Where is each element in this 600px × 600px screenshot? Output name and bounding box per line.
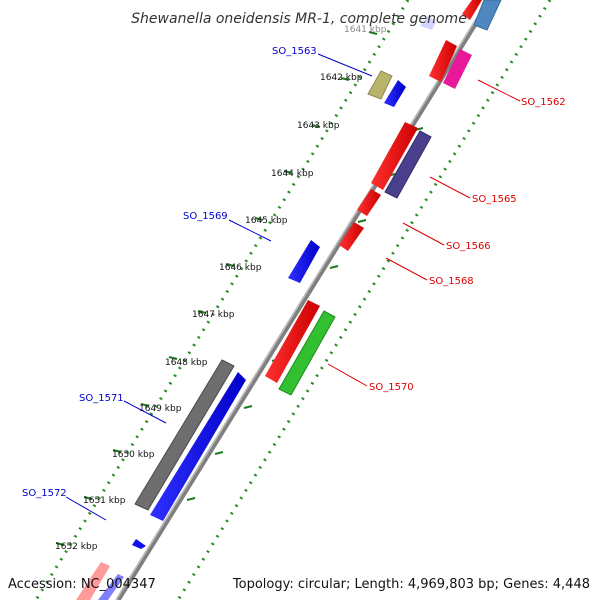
gene-feature[interactable]: [76, 562, 110, 600]
scale-label-1649: 1649 kbp: [139, 404, 182, 414]
gene-feature[interactable]: [384, 130, 432, 199]
gene-feature[interactable]: [98, 574, 124, 600]
scale-label-1644: 1644 kbp: [271, 169, 314, 179]
gene-feature[interactable]: [278, 310, 336, 396]
gene-feature[interactable]: [288, 240, 320, 283]
map-title: Shewanella oneidensis MR-1, complete gen…: [131, 11, 467, 27]
scale-label-1647: 1647 kbp: [192, 310, 235, 320]
inner-tick-ring: [34, 0, 410, 600]
scale-label-1643: 1643 kbp: [297, 121, 340, 131]
gene-label-so-1565[interactable]: SO_1565: [472, 194, 517, 205]
gene-feature[interactable]: [265, 300, 320, 383]
gene-feature[interactable]: [473, 0, 502, 31]
gene-feature[interactable]: [443, 49, 472, 89]
gene-feature[interactable]: [339, 222, 364, 251]
gene-feature[interactable]: [150, 372, 246, 521]
genome-summary-text: Topology: circular; Length: 4,969,803 bp…: [232, 577, 590, 592]
label-leaders: [65, 53, 521, 521]
gene-feature[interactable]: [371, 122, 418, 190]
major-ticks: [55, 31, 453, 546]
gene-feature[interactable]: [134, 359, 235, 511]
gene-label-so-1562[interactable]: SO_1562: [521, 97, 566, 108]
genome-backbone-highlight: [115, 0, 489, 600]
gene-label-so-1571[interactable]: SO_1571: [79, 393, 124, 404]
gene-label-so-1569[interactable]: SO_1569: [183, 211, 228, 222]
gene-label-so-1563[interactable]: SO_1563: [272, 46, 317, 57]
gene-label-so-1568[interactable]: SO_1568: [429, 276, 474, 287]
forward-features: [76, 16, 436, 600]
reverse-features: [265, 0, 502, 396]
scale-label-1646: 1646 kbp: [219, 263, 262, 273]
gene-label-so-1570[interactable]: SO_1570: [369, 382, 414, 393]
gene-feature[interactable]: [429, 40, 457, 82]
outer-tick-ring: [176, 0, 552, 600]
gene-feature[interactable]: [462, 0, 482, 20]
gene-label-so-1572[interactable]: SO_1572: [22, 488, 67, 499]
accession-text: Accession: NC_004347: [8, 577, 156, 592]
gene-feature[interactable]: [420, 16, 436, 30]
gene-feature[interactable]: [367, 70, 393, 100]
scale-label-1652: 1652 kbp: [55, 542, 98, 552]
gene-label-so-1566[interactable]: SO_1566: [446, 241, 491, 252]
genome-backbone: [115, 0, 493, 600]
gene-feature[interactable]: [357, 189, 381, 216]
gene-feature[interactable]: [132, 539, 146, 549]
scale-label-1648: 1648 kbp: [165, 358, 208, 368]
scale-label-1641: 1641 kbp: [344, 25, 387, 35]
scale-label-1645: 1645 kbp: [245, 216, 288, 226]
gene-feature[interactable]: [384, 80, 406, 107]
scale-label-1650: 1650 kbp: [112, 450, 155, 460]
scale-label-1642: 1642 kbp: [320, 73, 363, 83]
scale-label-1651: 1651 kbp: [83, 496, 126, 506]
